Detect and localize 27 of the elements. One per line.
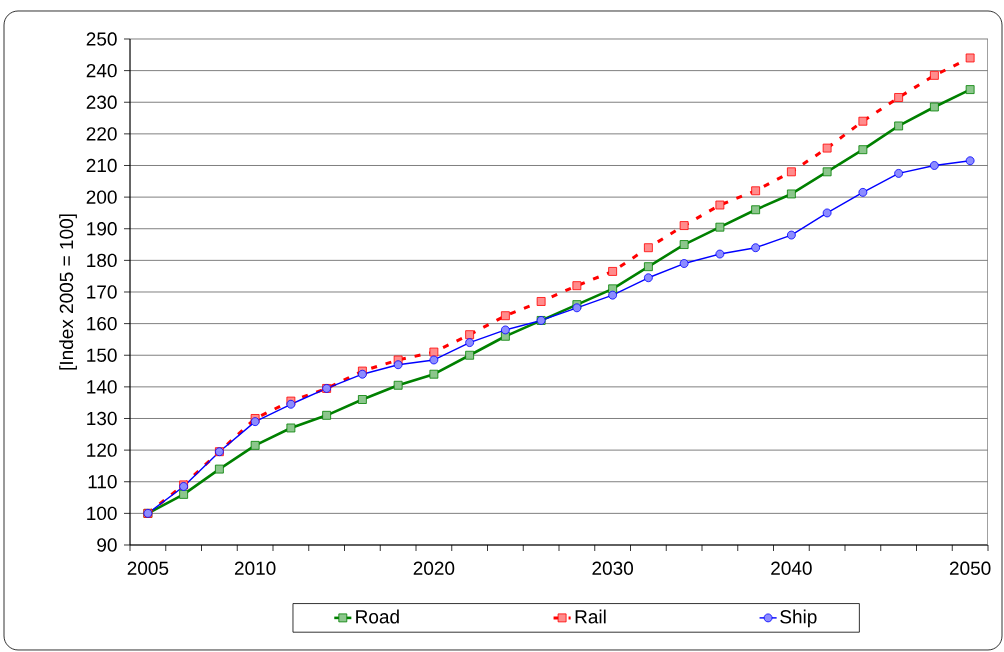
x-tick-label: 2050 (949, 561, 991, 575)
y-tick-label: 150 (87, 348, 117, 362)
x-tick-label: 2040 (771, 561, 812, 575)
y-tick-label: 220 (86, 127, 117, 141)
y-tick-label: 110 (88, 475, 117, 489)
x-tick-label: 2020 (413, 561, 455, 575)
y-tick-label: 120 (87, 443, 117, 457)
y-axis-title: [Index 2005 = 100] (59, 214, 77, 370)
legend-label: Ship (780, 609, 817, 628)
x-tick-label: 2005 (127, 561, 169, 575)
y-tick-label: 250 (86, 32, 117, 46)
y-tick-label: 90 (97, 538, 117, 552)
x-tick-label: 2010 (234, 561, 276, 575)
legend-label: Rail (575, 609, 606, 624)
y-tick-label: 180 (87, 253, 117, 268)
y-tick-label: 160 (87, 316, 117, 331)
y-tick-label: 200 (86, 190, 117, 204)
y-tick-label: 140 (87, 380, 117, 394)
y-tick-label: 210 (86, 158, 117, 173)
y-tick-label: 240 (86, 63, 117, 78)
y-tick-label: 100 (87, 506, 117, 521)
y-tick-label: 190 (87, 222, 117, 236)
x-tick-label: 2030 (592, 561, 633, 575)
legend-label: Road (356, 609, 399, 624)
y-tick-label: 170 (87, 285, 117, 299)
y-tick-label: 130 (87, 411, 117, 426)
y-tick-label: 230 (86, 95, 117, 109)
